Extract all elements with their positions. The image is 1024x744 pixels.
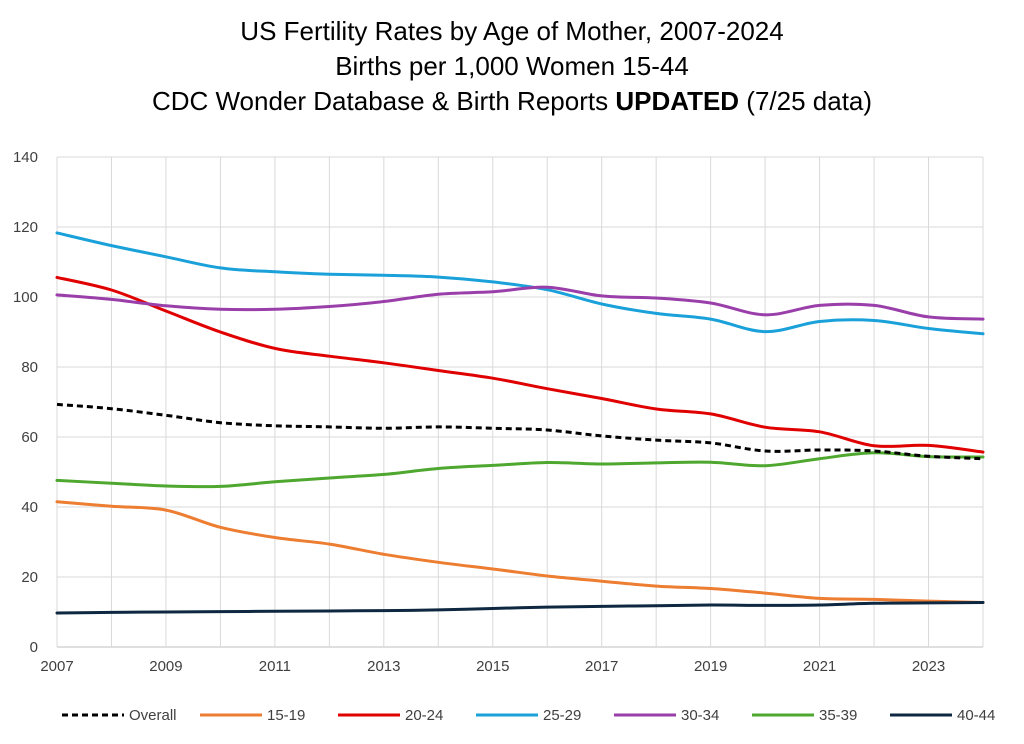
y-tick-label-0: 0 (30, 639, 38, 656)
legend-entry-20-24: 20-24 (338, 707, 443, 724)
title-line-3-suffix: (7/25 data) (739, 86, 873, 116)
y-tick-label-60: 60 (21, 429, 38, 446)
y-tick-label-140: 140 (13, 149, 38, 166)
series-line-35-39 (55, 451, 985, 489)
legend-label-20-24: 20-24 (405, 707, 443, 724)
legend-entry-35-39: 35-39 (752, 707, 857, 724)
legend-entry-30-34: 30-34 (614, 707, 719, 724)
y-axis-ticks: 0 20 40 60 80 100 120 140 (13, 149, 38, 656)
title-updated-emphasis: UPDATED (615, 86, 740, 116)
chart-title-line-3: CDC Wonder Database & Birth Reports UPDA… (0, 84, 1024, 119)
y-tick-label-120: 120 (13, 219, 38, 236)
legend-label-overall: Overall (129, 707, 177, 724)
legend-label-40-44: 40-44 (957, 707, 995, 724)
legend-entry-40-44: 40-44 (890, 707, 995, 724)
y-tick-label-40: 40 (21, 499, 38, 516)
legend-label-30-34: 30-34 (681, 707, 719, 724)
x-axis-ticks: 2007 2009 2011 2013 2015 2017 2019 2021 2023 (40, 658, 945, 675)
legend-entry-overall: Overall (62, 707, 177, 724)
legend-entry-15-19: 15-19 (200, 707, 305, 724)
y-tick-label-100: 100 (13, 289, 38, 306)
y-tick-label-80: 80 (21, 359, 38, 376)
chart-title-line-2: Births per 1,000 Women 15-44 (0, 49, 1024, 84)
chart-title: US Fertility Rates by Age of Mother, 200… (0, 14, 1024, 119)
legend-label-35-39: 35-39 (819, 707, 857, 724)
x-tick-label-2013: 2013 (367, 658, 400, 675)
series-line-40-44 (55, 601, 985, 615)
x-tick-label-2009: 2009 (149, 658, 182, 675)
chart-title-line-1: US Fertility Rates by Age of Mother, 200… (0, 14, 1024, 49)
title-line-1-text: US Fertility Rates by Age of Mother, 200… (240, 16, 784, 46)
x-tick-label-2015: 2015 (476, 658, 509, 675)
series-line-15-19 (55, 500, 985, 604)
legend-label-25-29: 25-29 (543, 707, 581, 724)
series-line-overall (56, 402, 984, 461)
series-line-20-24 (55, 275, 985, 454)
series-line-25-29 (55, 231, 985, 336)
legend-entry-25-29: 25-29 (476, 707, 581, 724)
x-tick-label-2011: 2011 (259, 658, 291, 675)
x-tick-label-2021: 2021 (803, 658, 836, 675)
series-line-30-34 (55, 285, 985, 321)
x-tick-label-2023: 2023 (912, 658, 945, 675)
gridlines (56, 156, 984, 648)
x-tick-label-2019: 2019 (694, 658, 727, 675)
legend: Overall 15-19 20-24 25-29 30-34 35-39 40-44 (62, 707, 995, 724)
y-tick-label-20: 20 (21, 569, 38, 586)
series-lines (55, 231, 985, 615)
x-tick-label-2007: 2007 (40, 658, 73, 675)
legend-label-15-19: 15-19 (267, 707, 305, 724)
title-line-3-text: CDC Wonder Database & Birth Reports (151, 86, 616, 116)
title-line-2-text: Births per 1,000 Women 15-44 (335, 51, 689, 81)
x-tick-label-2017: 2017 (585, 658, 618, 675)
